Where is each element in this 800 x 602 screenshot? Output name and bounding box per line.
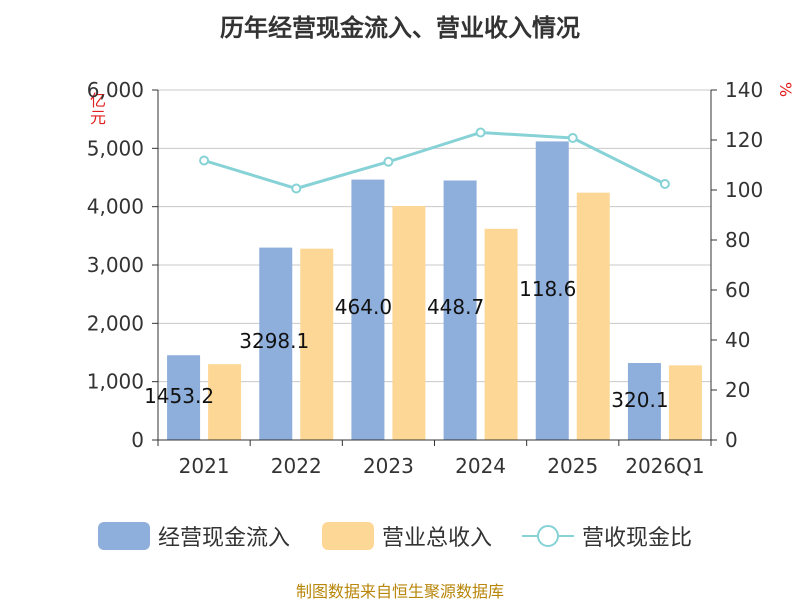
x-tick-label: 2026Q1 — [625, 454, 704, 478]
x-tick-label: 2024 — [455, 454, 506, 478]
bar-revenue — [208, 364, 242, 440]
data-label: 448.7 — [427, 295, 484, 319]
y-left-tick-label: 5,000 — [87, 136, 144, 160]
legend-swatch-revenue — [322, 522, 374, 550]
y-right-tick-label: 120 — [725, 128, 763, 152]
y-left-tick-label: 1,000 — [87, 370, 144, 394]
bar-cash-inflow — [627, 362, 661, 440]
x-tick-label: 2025 — [547, 454, 598, 478]
bar-revenue — [300, 248, 334, 440]
legend-item-ratio[interactable]: 营收现金比 — [522, 518, 692, 554]
bar-revenue — [576, 192, 610, 440]
y-left-tick-label: 6,000 — [87, 78, 144, 102]
ratio-point — [475, 127, 486, 138]
ratio-line — [203, 130, 666, 191]
data-label: 464.0 — [335, 295, 392, 319]
source-note: 制图数据来自恒生聚源数据库 — [295, 582, 504, 601]
legend-item-revenue[interactable]: 营业总收入 — [322, 518, 492, 554]
ratio-point — [383, 156, 394, 167]
bar-cash-inflow — [259, 247, 293, 440]
x-tick-label: 2021 — [179, 454, 230, 478]
legend-label-ratio: 营收现金比 — [582, 526, 693, 551]
y-left-tick-label: 2,000 — [87, 311, 144, 335]
bar-revenue — [668, 365, 702, 440]
legend: 经营现金流入 营业总收入 营收现金比 — [0, 518, 800, 554]
data-label: 3298.1 — [239, 329, 309, 353]
bar-cash-inflow — [443, 180, 477, 440]
bar-cash-inflow — [535, 141, 569, 441]
data-label: 320.1 — [611, 388, 668, 412]
bar-revenue — [484, 228, 518, 440]
y-right-tick-label: 80 — [725, 228, 750, 252]
ratio-point — [659, 179, 670, 189]
bar-cash-inflow — [167, 355, 201, 440]
y-left-tick-label: 0 — [131, 428, 144, 452]
legend-label-revenue: 营业总收入 — [382, 526, 493, 551]
y-left-tick-label: 4,000 — [87, 195, 144, 219]
x-tick-label: 2023 — [363, 454, 414, 478]
ratio-point — [567, 133, 578, 143]
data-label: 1453.2 — [144, 384, 214, 408]
ratio-point — [199, 155, 210, 166]
y-right-tick-label: 40 — [725, 328, 750, 352]
y-right-tick-label: 0 — [725, 428, 738, 452]
chart-title: 历年经营现金流入、营业收入情况 — [220, 14, 580, 42]
y-right-tick-label: 60 — [725, 278, 750, 302]
bar-cash-inflow — [351, 179, 385, 440]
y-axis-left-label: 亿元 — [89, 91, 106, 127]
legend-swatch-cash-inflow — [98, 522, 150, 550]
legend-item-cash-inflow[interactable]: 经营现金流入 — [98, 518, 290, 554]
y-right-tick-label: 20 — [725, 378, 750, 402]
y-right-tick-label: 100 — [725, 178, 763, 202]
legend-label-cash-inflow: 经营现金流入 — [158, 526, 291, 551]
ratio-point — [291, 183, 302, 194]
bar-revenue — [392, 206, 426, 440]
data-label: 118.6 — [519, 277, 576, 301]
x-tick-label: 2022 — [271, 454, 322, 478]
legend-line-ratio-icon — [522, 522, 574, 550]
y-right-tick-label: 140 — [725, 78, 763, 102]
y-left-tick-label: 3,000 — [87, 253, 144, 277]
